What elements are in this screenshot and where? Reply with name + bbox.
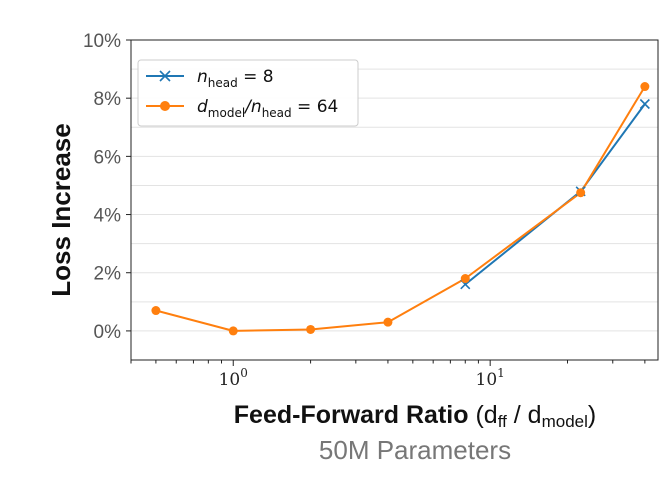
x-tick-label: 100 <box>219 366 248 390</box>
x-axis-label: Feed-Forward Ratio (dff / dmodel) <box>234 401 596 431</box>
data-point <box>151 306 161 316</box>
y-tick-label: 10% <box>83 31 121 52</box>
data-point <box>306 324 316 334</box>
y-axis: 0% 2% 4% 6% 8% 10% <box>83 31 131 343</box>
legend-marker-circle <box>160 101 170 111</box>
y-tick-label: 0% <box>94 322 122 343</box>
data-point <box>460 274 470 284</box>
chart-subtitle: 50M Parameters <box>319 435 511 465</box>
legend-box <box>137 59 359 127</box>
plot-area-frame <box>130 39 659 361</box>
x-axis: 100 101 <box>130 360 646 390</box>
data-point-x <box>639 98 650 110</box>
y-tick-label: 8% <box>94 89 122 110</box>
data-point <box>640 82 650 92</box>
y-tick-label: 6% <box>94 147 122 168</box>
series-layer <box>151 82 650 336</box>
legend: nhead = 8 dmodel/nhead = 64 <box>137 59 359 127</box>
y-axis-label: Loss Increase <box>46 123 76 296</box>
data-point <box>383 317 393 327</box>
data-point <box>228 326 238 336</box>
legend-marker-x <box>159 70 171 82</box>
data-point <box>576 188 586 198</box>
x-tick-label: 101 <box>476 366 505 390</box>
y-tick-label: 4% <box>94 206 122 227</box>
legend-label-dmodel: dmodel/nhead = 64 <box>197 97 338 120</box>
legend-label-nhead: nhead = 8 <box>197 67 274 90</box>
y-tick-label: 2% <box>94 264 122 285</box>
